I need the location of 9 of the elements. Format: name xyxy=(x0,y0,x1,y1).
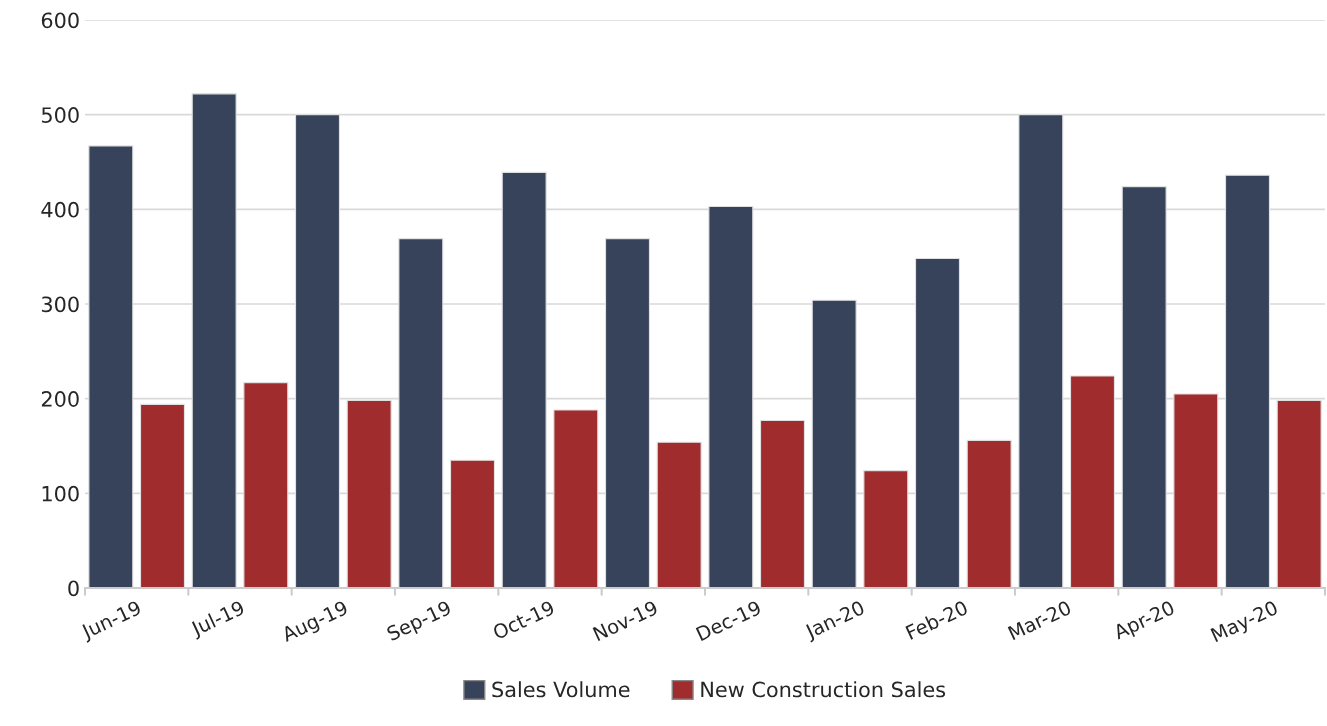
legend-label: Sales Volume xyxy=(492,681,630,698)
y-tick-label: 500 xyxy=(41,107,79,123)
y-tick-label: 200 xyxy=(41,391,79,407)
y-tick-label: 0 xyxy=(68,580,79,597)
y-tick-label: 100 xyxy=(42,485,79,502)
y-tick-label: 400 xyxy=(41,201,79,218)
legend-label: New Construction Sales xyxy=(701,681,946,698)
y-tick-label: 300 xyxy=(41,296,79,313)
y-tick-label: 600 xyxy=(41,12,79,29)
